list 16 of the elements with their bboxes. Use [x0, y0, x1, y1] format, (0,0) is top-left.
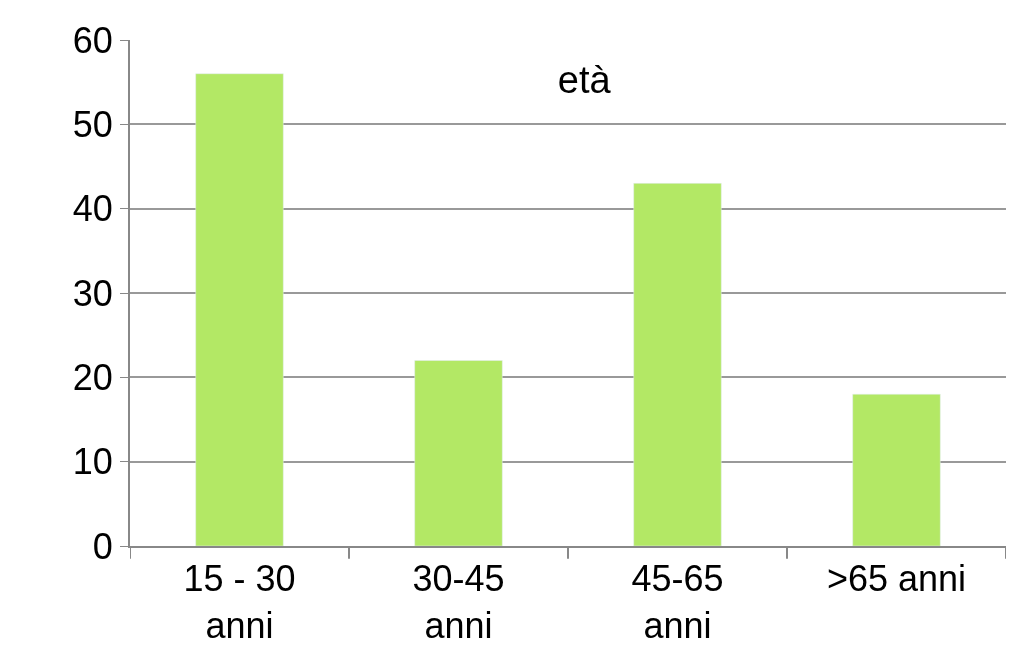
- x-tick-label: 15 - 30 anni: [183, 558, 296, 646]
- y-tick-label: 60: [72, 19, 113, 61]
- bar: [195, 73, 284, 546]
- y-tick-label: 0: [92, 525, 113, 567]
- x-tick-label: >65 anni: [826, 558, 967, 600]
- y-tick-label: 20: [72, 356, 113, 398]
- bar: [852, 393, 941, 546]
- y-tick-label: 30: [72, 272, 113, 314]
- y-tick-label: 50: [72, 103, 113, 145]
- bar: [414, 360, 503, 546]
- bar: [633, 183, 722, 546]
- text: età: [557, 59, 612, 102]
- y-tick-label: 40: [72, 188, 113, 230]
- y-tick-label: 10: [72, 441, 113, 483]
- x-tick-label: 45-65 anni: [631, 558, 724, 646]
- x-tick-label: 30-45 anni: [412, 558, 505, 646]
